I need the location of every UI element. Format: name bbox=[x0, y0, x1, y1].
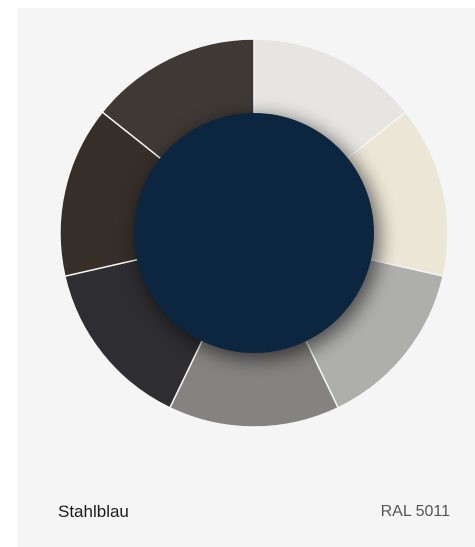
selected-swatch bbox=[134, 113, 374, 353]
swatch-name: Stahlblau bbox=[58, 502, 129, 521]
swatch-code: RAL 5011 bbox=[380, 503, 450, 520]
